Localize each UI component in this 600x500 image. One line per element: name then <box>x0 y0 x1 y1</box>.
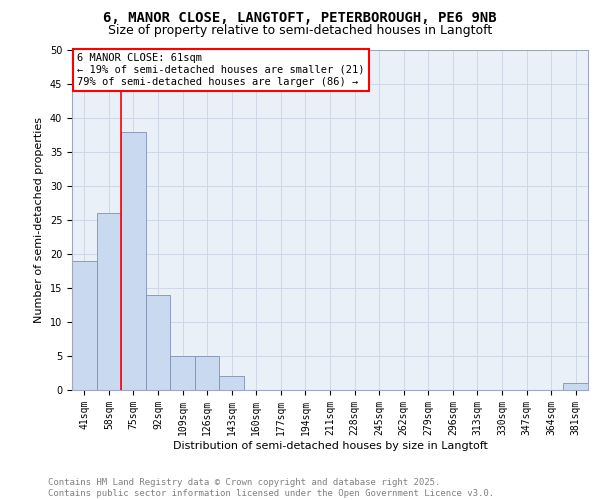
Bar <box>195 356 220 390</box>
Bar <box>146 295 170 390</box>
Bar <box>72 261 97 390</box>
Text: 6 MANOR CLOSE: 61sqm
← 19% of semi-detached houses are smaller (21)
79% of semi-: 6 MANOR CLOSE: 61sqm ← 19% of semi-detac… <box>77 54 365 86</box>
Bar <box>170 356 195 390</box>
Bar <box>97 213 121 390</box>
Text: Contains HM Land Registry data © Crown copyright and database right 2025.
Contai: Contains HM Land Registry data © Crown c… <box>48 478 494 498</box>
Bar <box>121 132 146 390</box>
Bar <box>220 376 244 390</box>
Y-axis label: Number of semi-detached properties: Number of semi-detached properties <box>34 117 44 323</box>
Text: Size of property relative to semi-detached houses in Langtoft: Size of property relative to semi-detach… <box>108 24 492 37</box>
Bar <box>563 383 588 390</box>
X-axis label: Distribution of semi-detached houses by size in Langtoft: Distribution of semi-detached houses by … <box>173 440 487 450</box>
Text: 6, MANOR CLOSE, LANGTOFT, PETERBOROUGH, PE6 9NB: 6, MANOR CLOSE, LANGTOFT, PETERBOROUGH, … <box>103 11 497 25</box>
